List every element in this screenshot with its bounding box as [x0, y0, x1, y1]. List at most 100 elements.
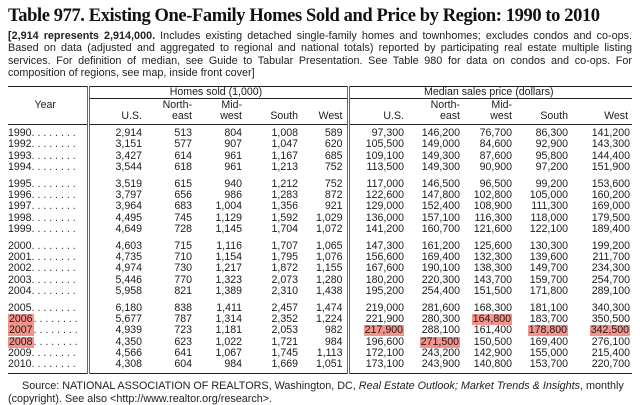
value-cell: 2,457 [246, 297, 302, 314]
value-cell: 2,073 [246, 275, 302, 286]
year-label: 1990 [8, 127, 32, 140]
cell-value: 1,008 [271, 127, 298, 140]
value-cell: 5,446 [88, 275, 146, 286]
value-cell: 1,283 [246, 190, 302, 201]
value-cell: 122,600 [346, 190, 408, 202]
table-row: 1996. . . . . . . . 3,797 656 986 1,283 872 12… [8, 190, 632, 202]
value-cell: 113,500 [346, 161, 408, 174]
value-cell: 872 [302, 190, 348, 201]
value-cell: 142,900 [464, 348, 516, 359]
value-cell: 149,700 [516, 263, 572, 274]
cell-value: 271,500 [419, 336, 460, 348]
table-row: 2004. . . . . . . . 5,958 821 1,389 2,310 1,4… [8, 285, 632, 298]
column-header: South [246, 98, 302, 126]
cell-value: 1,314 [215, 314, 242, 326]
year-cell: 1996. . . . . . . . [8, 190, 90, 202]
headnote-unit-example: [2,914 represents 2,914,000. [8, 30, 156, 42]
year-cell: 1997. . . . . . . . [8, 201, 90, 213]
value-cell: 986 [196, 190, 246, 201]
cell-value: 804 [224, 127, 242, 140]
value-cell: 1,145 [196, 224, 246, 235]
value-cell: 342,500 [572, 325, 632, 337]
value-cell: 745 [146, 213, 196, 224]
year-label: 2001 [8, 252, 32, 264]
cell-value: 1,065 [315, 240, 343, 253]
cell-value: 5,446 [115, 274, 142, 286]
value-cell: 111,300 [516, 201, 572, 212]
cell-value: 220,300 [421, 274, 460, 286]
value-cell: 618 [146, 162, 196, 173]
value-cell: 1,224 [302, 314, 348, 325]
cell-value: 1,076 [315, 252, 343, 264]
year-cell: 1994. . . . . . . . [8, 161, 90, 174]
table-row: 1992. . . . . . . . 3,151 577 907 1,047 620 10… [8, 139, 632, 151]
table-row: 2010. . . . . . . . 4,308 604 984 1,669 1,051… [8, 359, 632, 374]
value-cell: 656 [146, 190, 196, 201]
cell-value: 3,427 [115, 150, 142, 162]
value-cell: 728 [146, 224, 196, 235]
value-cell: 211,700 [572, 252, 632, 263]
cell-value: 1,592 [271, 212, 298, 224]
cell-value: 219,000 [365, 302, 404, 315]
table-row: 2005. . . . . . . . 6,180 838 1,411 2,457 1,4… [8, 297, 632, 315]
year-label: 2005 [8, 302, 32, 315]
value-cell: 2,914 [88, 125, 146, 140]
cell-value: 125,600 [473, 240, 512, 253]
cell-value: 685 [324, 150, 343, 162]
value-cell: 151,500 [464, 286, 516, 297]
value-cell: 215,400 [572, 348, 632, 359]
table-row: 1997. . . . . . . . 3,964 683 1,004 1,356 921… [8, 201, 632, 213]
cell-value: 234,300 [591, 263, 631, 275]
cell-value: 1,051 [315, 359, 343, 371]
value-cell: 159,700 [516, 275, 572, 286]
cell-value: 139,600 [529, 252, 568, 264]
dot-leader: . . . . . . . . [31, 201, 76, 213]
cell-value: 171,800 [529, 285, 568, 297]
cell-value: 149,700 [529, 263, 568, 275]
dot-leader: . . . . . . . . [31, 223, 76, 235]
value-cell: 940 [196, 173, 246, 190]
dot-leader: . . . . . . . . [33, 325, 78, 337]
value-cell: 150,500 [464, 337, 516, 348]
value-cell: 838 [146, 297, 196, 314]
data-table: Year Homes sold (1,000) Median sales pri… [8, 85, 633, 375]
year-cell: 2005. . . . . . . . [8, 297, 90, 315]
cell-value: 105,000 [529, 190, 568, 202]
cell-value: 604 [174, 359, 192, 371]
value-cell: 577 [146, 139, 196, 150]
value-cell: 1,212 [246, 173, 302, 190]
cell-value: 838 [174, 302, 192, 315]
cell-value: 1,224 [315, 314, 343, 326]
column-header: U.S. [346, 98, 408, 126]
cell-value: 161,400 [473, 325, 512, 337]
value-cell: 623 [146, 337, 196, 348]
cell-value: 144,400 [591, 150, 631, 162]
value-cell: 982 [302, 325, 348, 336]
value-cell: 141,200 [572, 125, 632, 140]
year-label: 1992 [8, 139, 32, 151]
cell-value: 195,200 [365, 285, 404, 297]
value-cell: 1,704 [246, 224, 302, 235]
value-cell: 146,500 [408, 173, 464, 190]
dot-leader: . . . . . . . . [31, 302, 76, 315]
year-cell: 1993. . . . . . . . [8, 150, 90, 162]
cell-value: 189,400 [591, 223, 631, 235]
value-cell: 615 [146, 173, 196, 190]
cell-value: 254,700 [591, 274, 631, 286]
value-cell: 3,544 [88, 162, 146, 173]
dot-leader: . . . . . . . . [31, 212, 76, 224]
cell-value: 276,100 [591, 336, 631, 348]
cell-value: 146,200 [421, 127, 460, 140]
cell-value: 984 [324, 336, 343, 348]
cell-value: 1,389 [215, 285, 242, 297]
cell-value: 199,200 [591, 240, 631, 253]
cell-value: 513 [174, 127, 192, 140]
cell-value: 102,800 [473, 190, 512, 202]
cell-value: 150,500 [473, 336, 512, 348]
cell-value: 2,352 [271, 314, 298, 326]
table-row: 1993. . . . . . . . 3,427 614 961 1,167 685 10… [8, 150, 632, 162]
cell-value: 160,700 [421, 223, 460, 235]
value-cell: 4,350 [88, 337, 146, 348]
cell-value: 149,300 [421, 161, 460, 173]
value-cell: 4,603 [88, 235, 146, 252]
